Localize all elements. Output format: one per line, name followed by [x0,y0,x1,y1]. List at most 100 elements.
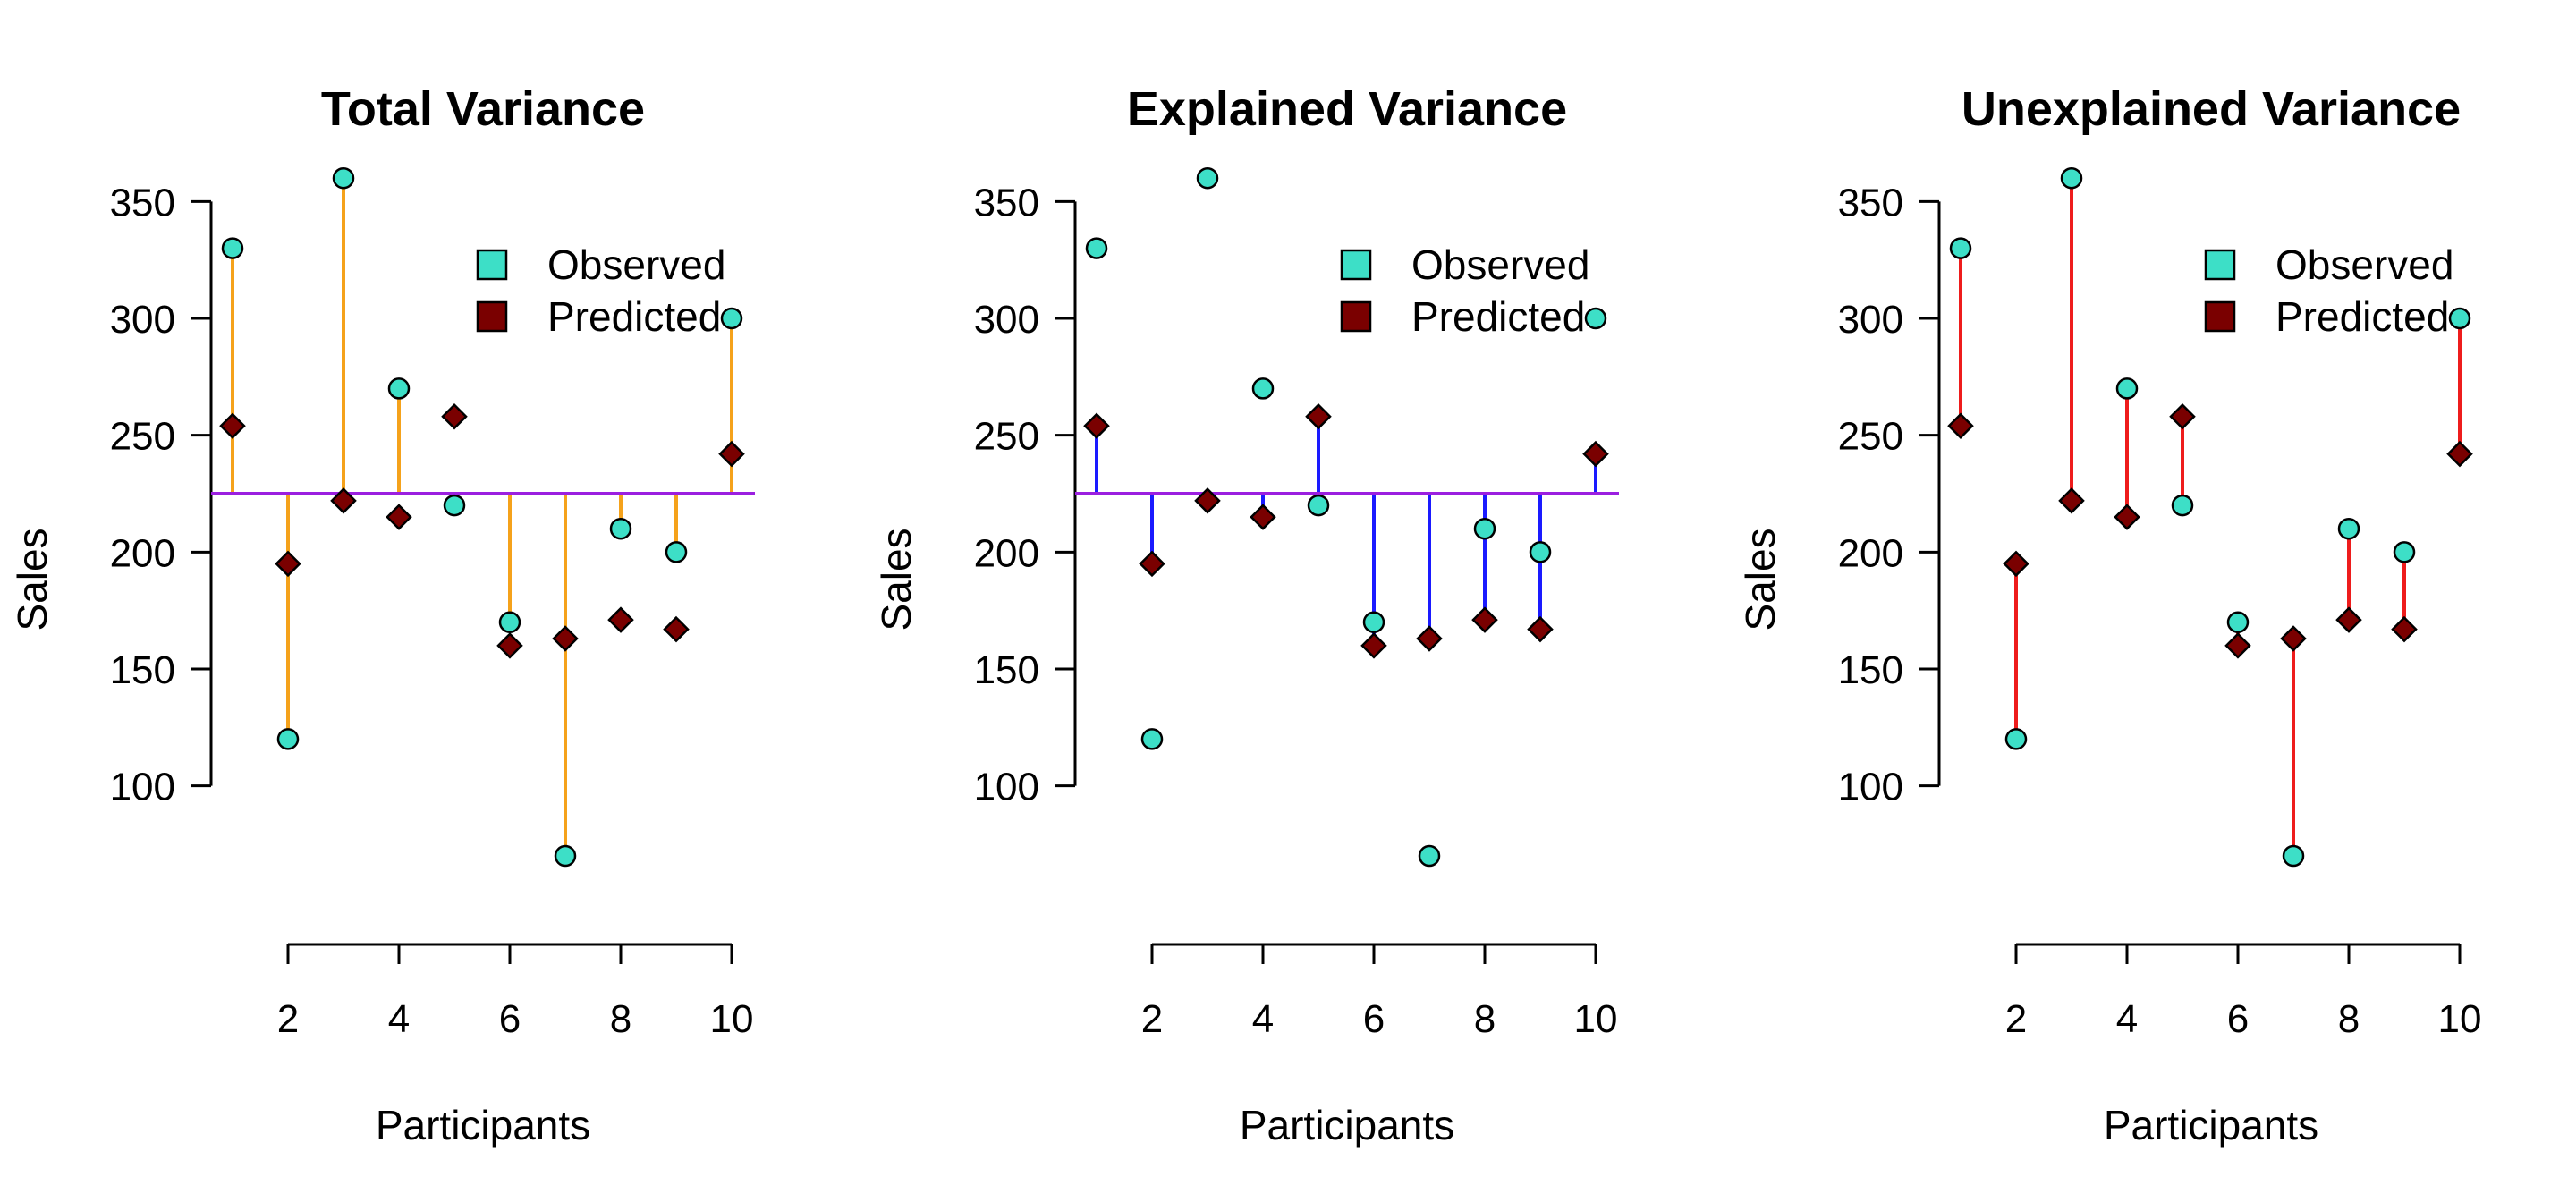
predicted-point [2335,606,2362,633]
observed-point [1307,494,1330,517]
predicted-point [1947,412,1974,439]
observed-point [276,728,300,750]
y-tick-label: 350 [974,181,1039,224]
legend-swatch-predicted [2204,300,2236,333]
predicted-point [2058,487,2085,514]
predicted-point [2169,402,2196,430]
observed-point [1529,541,1552,563]
x-axis-label: Participants [376,1102,590,1148]
predicted-point [663,615,690,643]
legend-swatch-predicted [1340,300,1372,333]
predicted-point [2003,550,2029,578]
y-tick-label: 100 [974,766,1039,809]
y-tick-label: 250 [1838,415,1903,459]
legend-label-predicted: Predicted [2275,293,2449,340]
observed-point [2337,517,2360,540]
y-tick-label: 200 [1838,531,1903,575]
predicted-point [1305,402,1332,430]
legend-label-observed: Observed [2275,241,2453,288]
predicted-point [2446,440,2473,468]
observed-point [1949,237,1972,259]
y-tick-label: 250 [974,415,1039,459]
x-axis-label: Participants [1240,1102,1454,1148]
x-tick-label: 10 [710,997,754,1041]
legend-label-observed: Observed [1411,241,1589,288]
y-tick-label: 300 [974,298,1039,342]
legend-swatch-predicted [476,300,508,333]
x-axis-label: Participants [2104,1102,2318,1148]
legend-swatch-observed [2204,249,2236,281]
chart-title: Unexplained Variance [1962,82,2461,136]
observed-point [1473,517,1496,540]
y-tick-label: 150 [1838,648,1903,692]
predicted-point [718,440,745,468]
predicted-point [1194,487,1221,514]
observed-point [2171,494,2194,517]
observed-point [2393,541,2416,563]
predicted-point [1582,440,1609,468]
legend-swatch-observed [1340,249,1372,281]
observed-point [1140,728,1164,750]
observed-point [1085,237,1108,259]
y-tick-label: 200 [974,531,1039,575]
observed-point [387,377,411,400]
predicted-point [2114,504,2140,530]
y-axis-label: Sales [1737,528,1784,631]
predicted-point [441,402,468,430]
predicted-point [1250,504,1276,530]
predicted-point [607,606,634,633]
x-tick-label: 6 [1363,997,1385,1041]
observed-point [1418,844,1441,868]
x-tick-label: 4 [1252,997,1274,1041]
y-tick-label: 100 [1838,766,1903,809]
predicted-point [386,504,412,530]
y-tick-label: 200 [110,531,175,575]
chart-title: Explained Variance [1127,82,1567,136]
legend: Observed Predicted [476,241,725,340]
y-tick-label: 100 [110,766,175,809]
x-tick-label: 10 [2438,997,2482,1041]
observed-point [665,541,688,563]
observed-point [720,307,743,330]
observed-point [1251,377,1275,400]
y-axis-label: Sales [873,528,919,631]
y-tick-label: 150 [974,648,1039,692]
observed-point [2448,307,2471,330]
x-tick-label: 2 [1141,997,1163,1041]
x-tick-label: 4 [2116,997,2138,1041]
x-tick-label: 6 [2227,997,2249,1041]
predicted-point [219,412,246,439]
observed-point [2115,377,2139,400]
observed-point [2226,611,2250,633]
predicted-point [2224,632,2251,659]
predicted-point [275,550,301,578]
x-tick-label: 6 [499,997,521,1041]
x-tick-label: 8 [2338,997,2360,1041]
legend-label-predicted: Predicted [1411,293,1585,340]
legend: Observed Predicted [1340,241,1589,340]
predicted-point [1360,632,1387,659]
chart-panel-2: Explained Variance 100 150 200 250 300 350 Sale… [873,82,1619,1148]
predicted-point [2391,615,2418,643]
predicted-point [552,625,579,652]
predicted-point [1139,550,1165,578]
predicted-point [1416,625,1443,652]
observed-point [2060,166,2083,190]
observed-point [498,611,521,633]
observed-point [2004,728,2028,750]
x-tick-label: 4 [388,997,410,1041]
predicted-point [2280,625,2307,652]
chart-title: Total Variance [321,82,645,136]
observed-point [2282,844,2305,868]
observed-point [1196,166,1219,190]
x-tick-label: 2 [277,997,299,1041]
y-tick-label: 150 [110,648,175,692]
predicted-point [1527,615,1554,643]
legend-label-observed: Observed [547,241,725,288]
chart-panel-3: Unexplained Variance 100 150 200 250 300 350 Sa… [1737,82,2481,1148]
predicted-point [330,487,357,514]
y-tick-label: 300 [1838,298,1903,342]
observed-point [609,517,632,540]
observed-point [221,237,244,259]
